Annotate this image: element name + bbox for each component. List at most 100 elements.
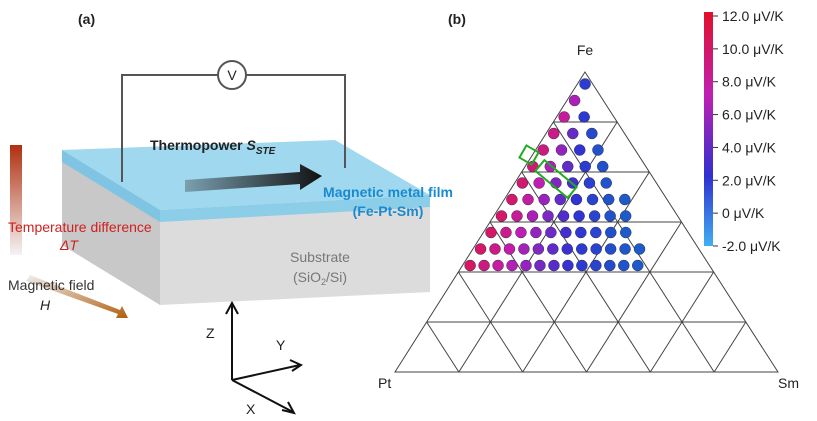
sample-dot bbox=[557, 210, 570, 222]
axis-y: Y bbox=[276, 337, 286, 353]
field-arrow bbox=[26, 275, 128, 318]
sample-dot bbox=[538, 193, 550, 206]
sample-dot bbox=[542, 210, 554, 222]
sample-dot bbox=[526, 210, 539, 222]
film-edge bbox=[160, 195, 430, 222]
sample-dot bbox=[590, 226, 602, 239]
sample-dot bbox=[548, 127, 560, 140]
sample-dot bbox=[548, 259, 560, 272]
vertex-label: Fe bbox=[577, 42, 594, 58]
sample-dot bbox=[619, 193, 631, 206]
wire bbox=[121, 74, 218, 182]
sample-dot bbox=[530, 226, 542, 239]
sample-dot bbox=[604, 259, 616, 272]
sample-dot bbox=[600, 177, 612, 189]
sample-dot bbox=[560, 226, 572, 239]
thermopower: Thermopower SSTE bbox=[150, 137, 276, 157]
sample-dot bbox=[555, 144, 568, 156]
sample-dot bbox=[588, 210, 601, 222]
arrow bbox=[185, 164, 322, 192]
colorbar-label: 2.0 μV/K bbox=[722, 172, 777, 188]
colorbar-label: -2.0 μV/K bbox=[722, 238, 781, 254]
sample-dot bbox=[545, 226, 557, 239]
substrate-front bbox=[160, 195, 430, 305]
voltmeter-label: V bbox=[227, 67, 237, 83]
substrate-left bbox=[62, 150, 160, 305]
sample-dot bbox=[534, 259, 546, 272]
sample-dot bbox=[561, 243, 573, 255]
panel-label: (a) bbox=[78, 11, 95, 27]
sample-dot bbox=[562, 160, 574, 173]
sample-dot bbox=[583, 177, 596, 189]
colorbar-label: 12.0 μV/K bbox=[722, 8, 784, 24]
sample-dot bbox=[570, 193, 583, 206]
film-top bbox=[62, 140, 430, 210]
substrate-material: (SiO2/Si) bbox=[293, 269, 347, 287]
sample-dot bbox=[506, 259, 518, 272]
sample-dot bbox=[547, 243, 559, 255]
sample-dot bbox=[532, 243, 545, 255]
vertex-label: Pt bbox=[378, 375, 391, 391]
sample-dot bbox=[506, 193, 518, 206]
grid-line bbox=[426, 321, 460, 373]
sample-dot bbox=[605, 226, 617, 239]
sample-dot bbox=[464, 259, 476, 272]
sample-dot bbox=[576, 243, 588, 255]
sample-dot bbox=[489, 243, 501, 255]
sample-dot bbox=[520, 259, 532, 272]
grid-line bbox=[713, 321, 747, 373]
sample-dot bbox=[492, 259, 504, 272]
field-label: Magnetic field bbox=[8, 277, 94, 293]
sample-dot bbox=[567, 127, 579, 140]
vertex-label: Sm bbox=[778, 375, 799, 391]
sample-dot bbox=[554, 193, 566, 206]
colorbar-label: 8.0 μV/K bbox=[722, 74, 777, 90]
sample-dot bbox=[619, 243, 631, 255]
grid-line bbox=[552, 121, 715, 373]
wire bbox=[246, 74, 346, 168]
temperature-label: Temperature difference bbox=[8, 219, 152, 235]
sample-dot bbox=[478, 259, 490, 272]
sample-dot bbox=[537, 144, 549, 156]
sample-dot bbox=[474, 243, 487, 255]
colorbar-label: 0 μV/K bbox=[722, 205, 765, 221]
sample-dot bbox=[511, 210, 523, 222]
sample-dot bbox=[586, 127, 598, 140]
axis-x: X bbox=[246, 401, 256, 417]
sample-dot bbox=[619, 210, 632, 222]
axes-icon bbox=[225, 300, 304, 415]
sample-dot bbox=[516, 177, 529, 189]
sample-dot bbox=[575, 226, 587, 239]
substrate-label: Substrate bbox=[290, 249, 350, 265]
sample-dot bbox=[618, 259, 630, 272]
voltmeter bbox=[217, 60, 247, 90]
colorbar-label: 10.0 μV/K bbox=[722, 41, 784, 57]
field-symbol: H bbox=[40, 297, 51, 313]
sample-dot bbox=[558, 111, 570, 123]
sample-dot bbox=[518, 243, 530, 255]
film-composition: (Fe-Pt-Sm) bbox=[353, 203, 424, 219]
film-label: Magnetic metal film bbox=[323, 184, 453, 200]
sample-dot bbox=[602, 193, 615, 206]
temperature-symbol: ΔT bbox=[59, 237, 79, 253]
panel-label: (b) bbox=[448, 11, 466, 27]
sample-dot bbox=[604, 243, 617, 255]
sample-dot bbox=[633, 243, 646, 255]
sample-points bbox=[464, 78, 646, 272]
film-edge bbox=[62, 150, 160, 222]
sample-dot bbox=[632, 259, 644, 272]
sample-dot bbox=[592, 144, 604, 156]
sample-dot bbox=[579, 160, 591, 173]
sample-dot bbox=[586, 193, 599, 206]
sample-dot bbox=[590, 259, 602, 272]
sample-dot bbox=[500, 226, 512, 239]
sample-dot bbox=[573, 210, 585, 222]
sample-dot bbox=[503, 243, 516, 255]
sample-dot bbox=[578, 111, 590, 123]
highlight bbox=[534, 158, 578, 200]
sample-dot bbox=[590, 243, 602, 255]
sample-dot bbox=[522, 193, 534, 206]
temperature-arrow bbox=[10, 145, 22, 255]
sample-dot bbox=[620, 226, 632, 239]
